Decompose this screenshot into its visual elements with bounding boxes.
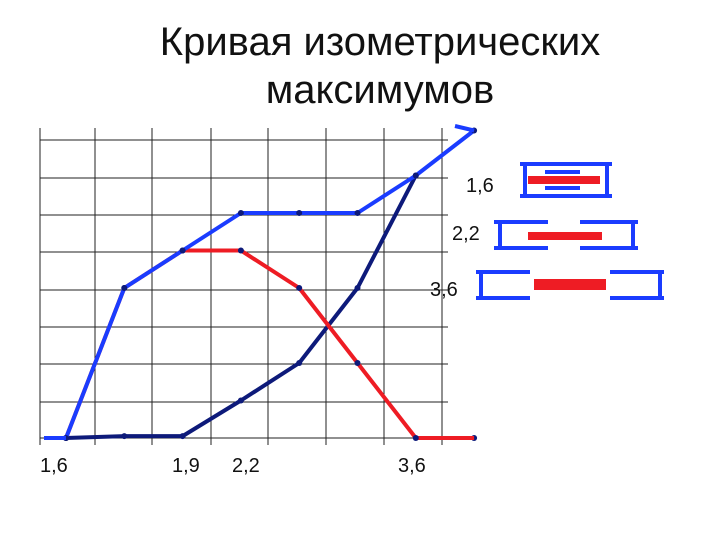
data-point bbox=[121, 433, 128, 440]
x-tick-label: 2,2 bbox=[232, 455, 260, 477]
data-point bbox=[354, 360, 361, 366]
curve-end-label: 3,6 bbox=[430, 279, 458, 301]
x-tick-labels: 1,6 1,9 2,2 3,6 bbox=[40, 455, 426, 477]
series-line-2 bbox=[64, 248, 475, 440]
data-point bbox=[179, 247, 186, 254]
data-point bbox=[237, 210, 244, 216]
data-point bbox=[412, 435, 419, 441]
curve-end-label: 2,2 bbox=[452, 223, 480, 245]
data-point bbox=[237, 397, 244, 404]
title-line-1: Кривая изометрических bbox=[159, 20, 601, 64]
page-title: Кривая изометрических максимумов bbox=[0, 18, 720, 114]
data-point bbox=[296, 360, 303, 366]
title-line-2: максимумов bbox=[265, 68, 495, 112]
data-point bbox=[354, 210, 361, 216]
section-icons bbox=[476, 162, 664, 300]
data-point bbox=[179, 433, 186, 440]
blue-line-extension bbox=[454, 124, 475, 133]
curve-end-label: 1,6 bbox=[466, 175, 494, 197]
data-point bbox=[296, 285, 303, 291]
data-point bbox=[237, 247, 244, 254]
x-tick-label: 1,9 bbox=[172, 455, 200, 477]
data-point bbox=[412, 172, 419, 179]
chart-series bbox=[44, 124, 478, 441]
data-point bbox=[121, 285, 128, 291]
i-beam-section-icon bbox=[494, 220, 638, 250]
curve-end-labels: 1,6 2,2 3,6 bbox=[430, 175, 494, 301]
i-beam-section-icon bbox=[520, 162, 612, 198]
data-point bbox=[296, 210, 303, 216]
data-point bbox=[354, 285, 361, 291]
x-tick-label: 3,6 bbox=[398, 455, 426, 477]
series-line-0 bbox=[64, 128, 476, 439]
x-tick-label: 1,6 bbox=[40, 455, 68, 477]
i-beam-section-icon bbox=[476, 270, 664, 300]
